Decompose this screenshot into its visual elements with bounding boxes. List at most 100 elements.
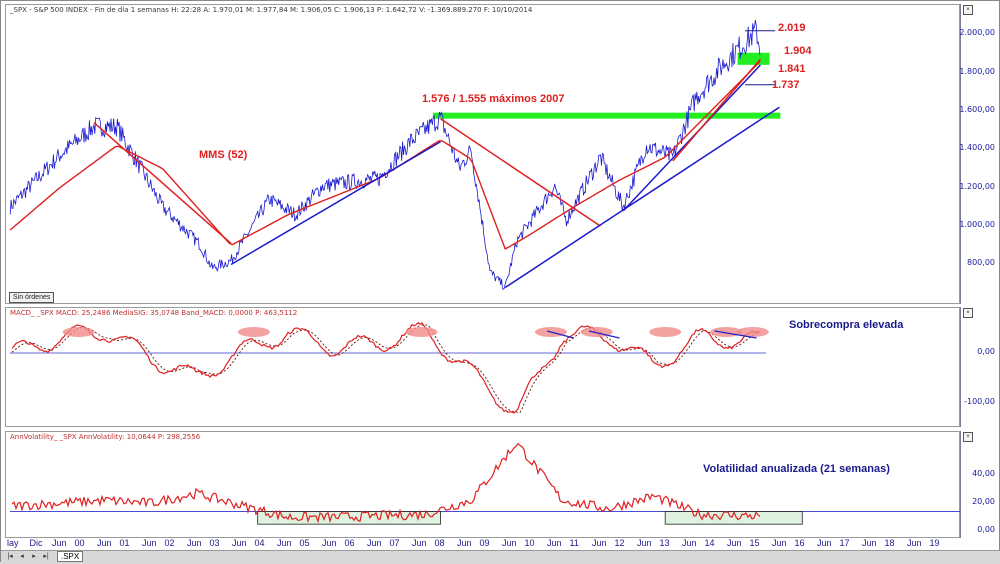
price-axis: 800,00 1.000,00 1.200,00 1.400,00 1.600,00 1.… <box>959 4 997 304</box>
time-axis-label: 13 <box>659 538 670 548</box>
sin-ordenes-button[interactable]: Sin órdenes <box>9 292 55 303</box>
vol-tick-label: 0,00 <box>977 525 995 535</box>
time-axis-label: 19 <box>929 538 940 548</box>
time-axis-label: Jun <box>142 538 157 548</box>
overbought-ellipse <box>62 327 95 337</box>
trend-up-2012 <box>672 58 761 162</box>
label-1737: 1.737 <box>772 79 800 91</box>
time-axis-label: Jun <box>367 538 382 548</box>
price-tick-label: 1.000,00 <box>959 220 995 230</box>
time-axis-label: 17 <box>839 538 850 548</box>
time-axis-label: Jun <box>187 538 202 548</box>
trend-up-2003 <box>230 141 441 266</box>
price-line <box>9 20 761 290</box>
time-axis-label: Jun <box>682 538 697 548</box>
max-2007-band <box>432 112 781 119</box>
time-axis-label: 18 <box>884 538 895 548</box>
time-axis-label: 01 <box>119 538 130 548</box>
time-axis-label: 10 <box>524 538 535 548</box>
price-tick-label: 800,00 <box>967 258 995 268</box>
time-axis-label: Jun <box>322 538 337 548</box>
prev-icon[interactable]: ◂ <box>20 553 24 560</box>
overbought-ellipse <box>649 327 682 337</box>
vol-tick-label: 40,00 <box>972 469 995 479</box>
volatility-axis: 40,00 20,00 0,00 <box>960 431 997 538</box>
price-tick-label: 1.800,00 <box>959 66 995 76</box>
time-axis-label: 05 <box>299 538 310 548</box>
time-axis-label: Jun <box>232 538 247 548</box>
price-chart <box>9 20 781 290</box>
time-axis-label: Jun <box>817 538 832 548</box>
price-close-icon[interactable]: × <box>963 5 973 15</box>
time-axis-label: 14 <box>704 538 715 548</box>
price-header: _SPX - S&P 500 INDEX - Fin de día 1 sema… <box>10 6 533 14</box>
time-axis-label: Jun <box>277 538 292 548</box>
divergence-line <box>546 330 574 339</box>
label-1904: 1.904 <box>784 45 812 57</box>
zone-1841-1904 <box>737 52 770 65</box>
price-tick-label: 2.000,00 <box>959 28 995 38</box>
macd-tick-label: -100,00 <box>964 397 995 406</box>
time-axis-label: 00 <box>74 538 85 548</box>
macd-signal-line <box>11 324 761 413</box>
label-1841: 1.841 <box>778 63 806 75</box>
time-axis-label: Jun <box>727 538 742 548</box>
divergence-line <box>588 330 620 339</box>
trend-down-2000 <box>93 121 232 244</box>
time-axis-label: 15 <box>749 538 760 548</box>
symbol-tab[interactable]: .SPX <box>57 551 84 562</box>
time-axis-label: Jun <box>637 538 652 548</box>
label-2019: 2.019 <box>778 22 806 34</box>
time-axis-label: Jun <box>457 538 472 548</box>
time-axis-label: 04 <box>254 538 265 548</box>
time-axis-label: 09 <box>479 538 490 548</box>
volatility-pane[interactable]: AnnVolatility_ _SPX AnnVolatility: 10,06… <box>5 431 961 538</box>
divergence-line <box>714 330 757 339</box>
label-sobrecompra: Sobrecompra elevada <box>789 319 904 331</box>
time-axis-label: 07 <box>389 538 400 548</box>
macd-header: MACD_ _SPX MACD: 25,2486 MediaSIG: 35,07… <box>10 309 298 317</box>
macd-pane[interactable]: MACD_ _SPX MACD: 25,2486 MediaSIG: 35,07… <box>5 307 960 427</box>
volatility-line <box>11 442 761 524</box>
time-axis: lay Dic Jun 00 Jun 01 Jun 02 Jun 03 Jun 04 Jun 05 Jun 0… <box>5 538 960 550</box>
label-max2007: 1.576 / 1.555 máximos 2007 <box>422 93 565 105</box>
trend-down-2007 <box>440 118 601 227</box>
next-icon[interactable]: ▸ <box>32 553 36 560</box>
time-axis-label: 02 <box>164 538 175 548</box>
label-mms52: MMS (52) <box>199 149 248 161</box>
price-tick-label: 1.200,00 <box>959 181 995 191</box>
time-axis-label: 06 <box>344 538 355 548</box>
vol-tick-label: 20,00 <box>972 497 995 507</box>
macd-tick-label: 0,00 <box>977 347 995 356</box>
time-axis-label: 12 <box>614 538 625 548</box>
last-icon[interactable]: ▸| <box>43 553 49 560</box>
time-axis-label: Dic <box>29 538 43 548</box>
overbought-ellipse <box>405 327 438 337</box>
time-axis-label: Jun <box>52 538 67 548</box>
bottom-bar: |◂ ◂ ▸ ▸| .SPX <box>1 550 1000 564</box>
time-axis-label: Jun <box>907 538 922 548</box>
price-pane[interactable]: _SPX - S&P 500 INDEX - Fin de día 1 sema… <box>5 4 960 304</box>
time-axis-label: Jun <box>502 538 517 548</box>
mms52-line <box>9 60 761 250</box>
time-axis-label: Jun <box>97 538 112 548</box>
label-volatilidad: Volatilidad anualizada (21 semanas) <box>703 463 890 475</box>
time-axis-label: Jun <box>862 538 877 548</box>
time-axis-label: lay <box>7 538 19 548</box>
price-tick-label: 1.600,00 <box>959 105 995 115</box>
vol-close-icon[interactable]: × <box>963 432 973 442</box>
time-axis-label: 08 <box>434 538 445 548</box>
price-tick-label: 1.400,00 <box>959 143 995 153</box>
overbought-ellipse <box>237 327 270 337</box>
first-icon[interactable]: |◂ <box>7 553 13 560</box>
trend-up-2009 <box>504 106 780 289</box>
volatility-chart <box>10 442 961 525</box>
time-axis-label: Jun <box>772 538 787 548</box>
macd-chart <box>10 321 769 414</box>
time-axis-label: Jun <box>592 538 607 548</box>
vol-header: AnnVolatility_ _SPX AnnVolatility: 10,06… <box>10 433 201 441</box>
macd-close-icon[interactable]: × <box>963 308 973 318</box>
time-axis-label: 03 <box>209 538 220 548</box>
macd-line <box>11 321 761 414</box>
